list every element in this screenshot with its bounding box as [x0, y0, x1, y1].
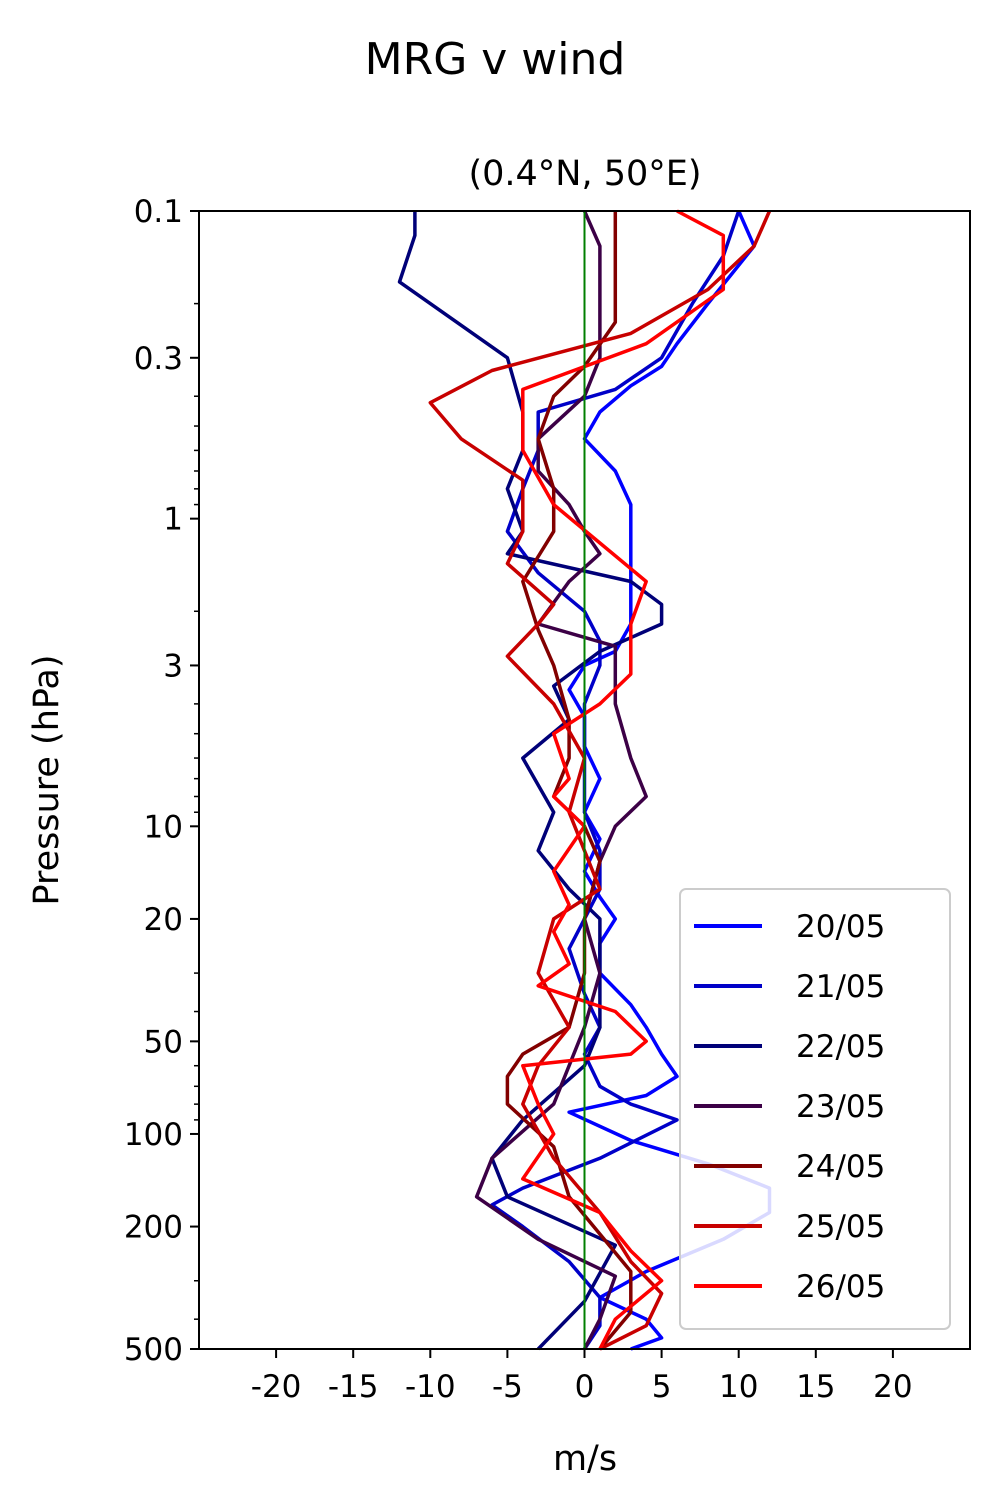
x-tick-label: 0 [575, 1369, 595, 1405]
legend-label: 22/05 [796, 1029, 885, 1065]
legend-box [679, 888, 951, 1330]
y-tick-label: 50 [144, 1024, 183, 1060]
y-axis-label: Pressure (hPa) [27, 654, 67, 905]
legend-label: 24/05 [796, 1149, 885, 1185]
x-tick-label: 20 [873, 1369, 912, 1405]
y-tick-label: 0.1 [134, 194, 183, 230]
y-tick-label: 10 [144, 809, 183, 845]
x-tick-label: -10 [405, 1369, 456, 1405]
chart-subtitle: (0.4°N, 50°E) [468, 154, 701, 194]
legend-label: 21/05 [796, 969, 885, 1005]
y-tick-label: 100 [124, 1117, 183, 1153]
series-line-7 [521, 209, 726, 1350]
legend-label: 23/05 [796, 1089, 885, 1125]
y-axis: 0.1 0.3 1 3 10 20 50 100 200 500 [124, 194, 199, 1368]
x-tick-label: -15 [328, 1369, 379, 1405]
legend-label: 26/05 [796, 1269, 885, 1305]
x-axis-label: m/s [553, 1439, 617, 1479]
x-tick-label: -5 [492, 1369, 523, 1405]
x-tick-label: 15 [796, 1369, 835, 1405]
legend-label: 25/05 [796, 1209, 885, 1245]
y-tick-label: 3 [163, 648, 183, 684]
legend-label: 20/05 [796, 909, 885, 945]
x-tick-label: -20 [251, 1369, 302, 1405]
y-tick-label: 1 [163, 502, 183, 538]
y-tick-label: 500 [124, 1332, 183, 1368]
x-axis: -20 -15 -10 -5 0 5 10 15 20 [251, 1349, 913, 1405]
legend: 20/05 21/05 22/05 23/05 24/05 25/05 26/05 [679, 888, 951, 1330]
y-tick-label: 20 [144, 902, 183, 938]
y-tick-label: 200 [124, 1210, 183, 1246]
series-line-4 [474, 210, 648, 1350]
x-tick-label: 10 [719, 1369, 758, 1405]
y-tick-label: 0.3 [134, 341, 183, 377]
x-tick-label: 5 [652, 1369, 672, 1405]
chart-title: MRG v wind [365, 34, 626, 85]
series-layer [397, 209, 772, 1351]
